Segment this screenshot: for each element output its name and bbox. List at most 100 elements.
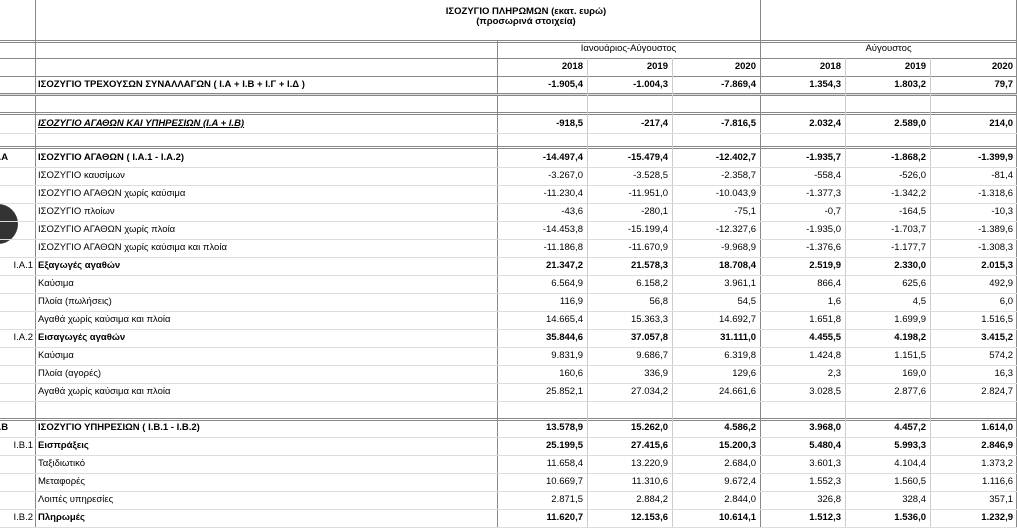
cell-value: 3.601,3 xyxy=(809,458,841,469)
row-code: I xyxy=(0,76,36,94)
row-rule xyxy=(0,365,1017,366)
cell-value: 1.232,9 xyxy=(981,512,1013,523)
cell-value: -15.199,4 xyxy=(627,224,668,235)
cell-value: 6,0 xyxy=(999,296,1013,307)
cell-value: 2.846,9 xyxy=(981,440,1013,451)
row-rule xyxy=(0,401,1017,402)
cell-value: 15.262,0 xyxy=(631,422,668,433)
scroll-button[interactable] xyxy=(0,204,18,244)
cell-value: 2.877,6 xyxy=(894,386,926,397)
cell-value: -7.869,4 xyxy=(721,79,756,90)
column-rule xyxy=(845,58,846,527)
row-label: ΙΣΟΖΥΓΙΟ πλοίων xyxy=(38,206,115,217)
cell-value: -1.868,2 xyxy=(891,152,926,163)
cell-value: 2.884,2 xyxy=(636,494,668,505)
row-label: ΙΣΟΖΥΓΙΟ ΤΡΕΧΟΥΣΩΝ ΣΥΝΑΛΛΑΓΩΝ ( Ι.Α + Ι.… xyxy=(38,79,305,90)
cell-value: 214,0 xyxy=(989,118,1013,129)
cell-value: -558,4 xyxy=(814,170,841,181)
title: ΙΣΟΖΥΓΙΟ ΠΛΗΡΩΜΩΝ (εκατ. ευρώ) xyxy=(445,6,607,17)
cell-value: -1.342,2 xyxy=(891,188,926,199)
cell-value: -1.177,7 xyxy=(891,242,926,253)
row-label: Εξαγωγές αγαθών xyxy=(38,260,121,271)
cell-value: 9.686,7 xyxy=(636,350,668,361)
cell-value: 328,4 xyxy=(902,494,926,505)
cell-value: -81,4 xyxy=(991,170,1013,181)
row-label: Πλοία (πωλήσεις) xyxy=(38,296,112,307)
rule xyxy=(0,146,1017,147)
cell-value: 357,1 xyxy=(989,494,1013,505)
cell-value: -526,0 xyxy=(899,170,926,181)
cell-value: 5.480,4 xyxy=(809,440,841,451)
row-rule xyxy=(0,203,1017,204)
cell-value: 9.831,9 xyxy=(551,350,583,361)
row-rule xyxy=(0,94,1017,95)
row-label: ΙΣΟΖΥΓΙΟ ΑΓΑΘΩΝ ΚΑΙ ΥΠΗΡΕΣΙΩΝ (Ι.Α + Ι.Β… xyxy=(38,118,245,129)
cell-value: 1.373,2 xyxy=(981,458,1013,469)
row-rule xyxy=(0,329,1017,330)
rule xyxy=(0,40,1017,41)
cell-value: 866,4 xyxy=(817,278,841,289)
row-label: Αγαθά χωρίς καύσιμα και πλοία xyxy=(38,314,171,325)
cell-value: 10.669,7 xyxy=(546,476,583,487)
cell-value: 3.961,1 xyxy=(724,278,756,289)
cell-value: 18.708,4 xyxy=(719,260,756,271)
cell-value: -1.004,3 xyxy=(633,79,668,90)
cell-value: 336,9 xyxy=(644,368,668,379)
row-rule xyxy=(0,437,1017,438)
row-rule xyxy=(0,527,1017,528)
rule xyxy=(0,112,1017,113)
row-rule xyxy=(0,221,1017,222)
row-label: Καύσιμα xyxy=(38,278,74,289)
cell-value: -3.528,5 xyxy=(633,170,668,181)
row-rule xyxy=(0,167,1017,168)
row-label: Πλοία (αγορές) xyxy=(38,368,102,379)
rule xyxy=(0,42,1017,43)
row-label: Μεταφορές xyxy=(38,476,85,487)
cell-value: 5.993,3 xyxy=(894,440,926,451)
cell-value: -15.479,4 xyxy=(627,152,668,163)
cell-value: 1.651,8 xyxy=(809,314,841,325)
cell-value: 21.578,3 xyxy=(631,260,668,271)
cell-value: 2.589,0 xyxy=(894,118,926,129)
cell-value: 13.220,9 xyxy=(631,458,668,469)
cell-value: 574,2 xyxy=(989,350,1013,361)
row-rule xyxy=(0,473,1017,474)
cell-value: 6.319,8 xyxy=(724,350,756,361)
cell-value: -7.816,5 xyxy=(721,118,756,129)
cell-value: 37.057,8 xyxy=(631,332,668,343)
cell-value: 1.699,9 xyxy=(894,314,926,325)
cell-value: -1.308,3 xyxy=(978,242,1013,253)
cell-value: -1.377,3 xyxy=(806,188,841,199)
cell-value: 27.415,6 xyxy=(631,440,668,451)
cell-value: 1.116,6 xyxy=(982,476,1013,487)
rule xyxy=(0,420,1017,421)
cell-value: -3.267,0 xyxy=(548,170,583,181)
cell-value: -9.968,9 xyxy=(721,242,756,253)
column-rule xyxy=(587,58,588,527)
cell-value: 1.614,0 xyxy=(981,422,1013,433)
cell-value: 4.455,5 xyxy=(809,332,841,343)
year-header: 2020 xyxy=(991,61,1013,72)
year-header: 2019 xyxy=(646,61,668,72)
cell-value: 1.536,0 xyxy=(894,512,926,523)
cell-value: 6.564,9 xyxy=(551,278,583,289)
cell-value: -11.230,4 xyxy=(543,188,583,199)
cell-value: 326,8 xyxy=(817,494,841,505)
cell-value: -1.703,7 xyxy=(891,224,926,235)
cell-value: 11.658,4 xyxy=(546,458,583,469)
row-label: Εισαγωγές αγαθών xyxy=(38,332,126,343)
cell-value: -280,1 xyxy=(641,206,668,217)
period-header: Ιανουάριος-Αύγουστος xyxy=(580,43,677,54)
cell-value: 1.424,8 xyxy=(809,350,841,361)
cell-value: 2.015,3 xyxy=(981,260,1013,271)
cell-value: -217,4 xyxy=(641,118,668,129)
rule xyxy=(0,95,1017,96)
year-header: 2018 xyxy=(819,61,841,72)
cell-value: -10.043,9 xyxy=(715,188,756,199)
cell-value: 9.672,4 xyxy=(724,476,756,487)
year-header: 2020 xyxy=(734,61,756,72)
cell-value: -11.670,9 xyxy=(628,242,668,253)
cell-value: 27.034,2 xyxy=(631,386,668,397)
column-rule xyxy=(672,58,673,527)
